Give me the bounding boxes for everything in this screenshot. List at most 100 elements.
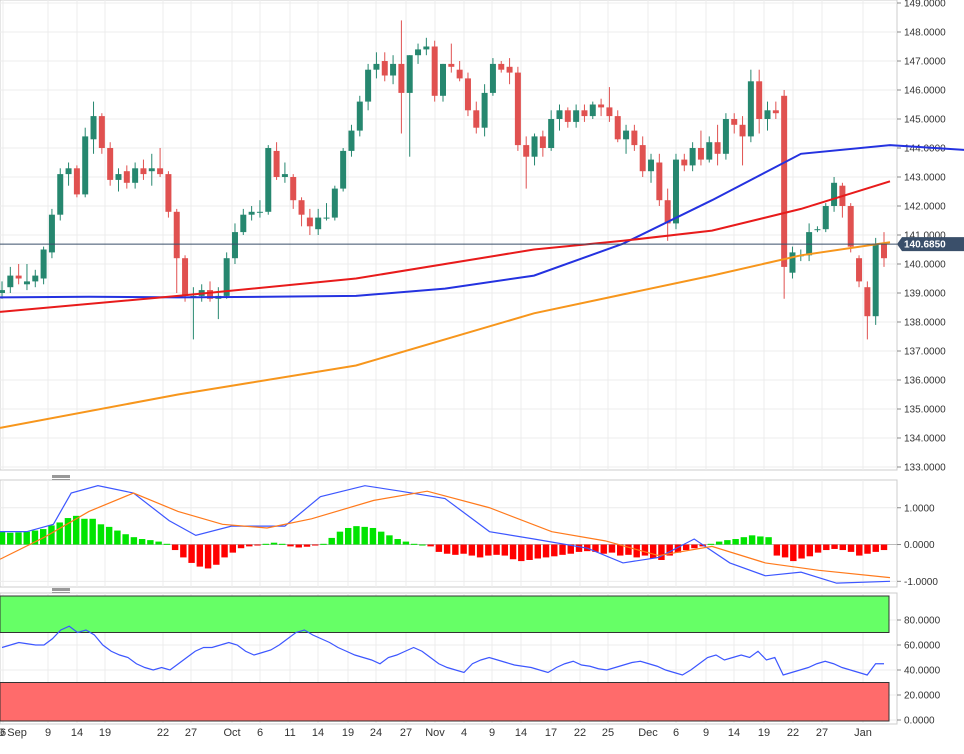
candle-body [248, 211, 255, 215]
macd-histogram-bar [147, 540, 154, 545]
macd-y-tick-label: 0.0000 [904, 540, 935, 551]
rsi-overbought-zone [0, 595, 890, 633]
x-tick-label: 14 [728, 727, 740, 739]
macd-histogram-bar [699, 544, 706, 547]
candle-body [23, 281, 30, 285]
candle-body [256, 211, 263, 213]
macd-histogram-bar [674, 544, 682, 553]
macd-histogram-bar [740, 537, 748, 545]
current-price-marker: 140.6850 [897, 237, 964, 252]
macd-histogram-bar [23, 531, 30, 545]
x-tick-label: 9 [703, 727, 709, 739]
macd-histogram-bar [600, 544, 607, 554]
candle-body [473, 110, 480, 128]
macd-histogram-bar [864, 544, 871, 554]
macd-histogram-bar [715, 541, 723, 545]
candle-body [0, 290, 5, 293]
rsi-y-tick-label: 40.0000 [904, 666, 941, 677]
candle-body [714, 142, 721, 154]
macd-histogram-bar [748, 535, 756, 545]
candle-body [57, 174, 64, 215]
macd-indicator [0, 485, 897, 584]
candle-body [681, 159, 688, 166]
candle-body [173, 211, 180, 259]
macd-histogram-bar [410, 543, 418, 545]
macd-histogram-bar [213, 544, 220, 565]
macd-histogram-bar [303, 544, 311, 547]
macd-histogram-bar [460, 544, 467, 554]
moving-averages [0, 144, 964, 429]
x-tick-label: Oct [223, 727, 240, 739]
rsi-y-tick-label: 20.0000 [904, 691, 941, 702]
candle-body [373, 63, 380, 70]
candle-body [772, 110, 779, 114]
price-y-tick-label: 135.0000 [904, 405, 946, 416]
macd-histogram-bar [427, 544, 434, 547]
y-axis-ticks: 133.0000 134.0000 135.0000 136.0000 137.0000… [897, 0, 946, 727]
x-tick-label: 19 [99, 727, 111, 739]
candle-body [365, 69, 372, 102]
macd-histogram-bar [353, 526, 360, 545]
candle-body [556, 110, 563, 119]
candle-body [539, 136, 546, 148]
macd-histogram-bar [542, 544, 550, 558]
x-tick-label: 19 [758, 727, 770, 739]
macd-histogram-bar [31, 530, 39, 545]
macd-histogram-bar [196, 544, 204, 567]
candle-body [348, 130, 355, 151]
macd-histogram-bar [641, 544, 649, 556]
macd-histogram-bar [204, 544, 212, 569]
x-tick-label: 6 [0, 727, 6, 739]
macd-histogram-bar [130, 537, 138, 545]
rsi-resize-handle[interactable] [52, 588, 70, 593]
candle-body [148, 168, 155, 172]
macd-histogram-bar [180, 544, 187, 558]
macd-line [0, 485, 891, 584]
macd-histogram-bar [509, 544, 517, 560]
x-tick-label: 4 [461, 727, 467, 739]
candle-body [814, 229, 821, 231]
x-tick-label: Jan [854, 727, 872, 739]
candle-body [664, 200, 671, 224]
price-y-tick-label: 141.0000 [904, 231, 946, 242]
macd-histogram-bar [773, 544, 781, 556]
candle-body [623, 130, 630, 140]
macd-histogram-bar [7, 532, 14, 545]
candle-body [165, 174, 172, 212]
x-tick-label: 14 [312, 727, 324, 739]
price-y-tick-label: 133.0000 [904, 463, 946, 474]
macd-histogram-bar [394, 539, 401, 545]
rsi-y-tick-label: 60.0000 [904, 641, 941, 652]
candle-body [648, 159, 655, 172]
candle-body [581, 110, 588, 117]
x-tick-label: Nov [425, 727, 445, 739]
candle-body [697, 148, 704, 160]
macd-histogram-bar [97, 524, 105, 545]
candle-body [781, 95, 788, 267]
macd-histogram-bar [229, 544, 237, 553]
price-y-tick-label: 134.0000 [904, 434, 946, 445]
candle-body [48, 214, 55, 253]
macd-resize-handle[interactable] [52, 475, 70, 480]
candle-body [157, 168, 164, 175]
x-tick-label: 27 [400, 727, 412, 739]
candle-body [123, 171, 130, 183]
macd-histogram-bar [188, 544, 195, 563]
price-y-tick-label: 138.0000 [904, 318, 946, 329]
candle-body [132, 168, 139, 183]
rsi-line [1, 625, 884, 676]
candle-body [731, 119, 738, 125]
x-tick-label: 11 [284, 727, 295, 739]
macd-histogram-bar [476, 544, 484, 558]
macd-histogram-bar [72, 515, 80, 545]
x-tick-label: 14 [515, 727, 527, 739]
macd-histogram-bar [856, 544, 863, 556]
x-tick-label: 27 [816, 727, 828, 739]
candle-body [822, 206, 829, 230]
macd-histogram-bar [452, 544, 459, 555]
macd-histogram-bar [526, 544, 533, 560]
macd-histogram-bar [534, 544, 542, 559]
candlesticks [0, 20, 887, 340]
x-tick-label: 14 [71, 727, 83, 739]
candle-body [398, 63, 405, 93]
